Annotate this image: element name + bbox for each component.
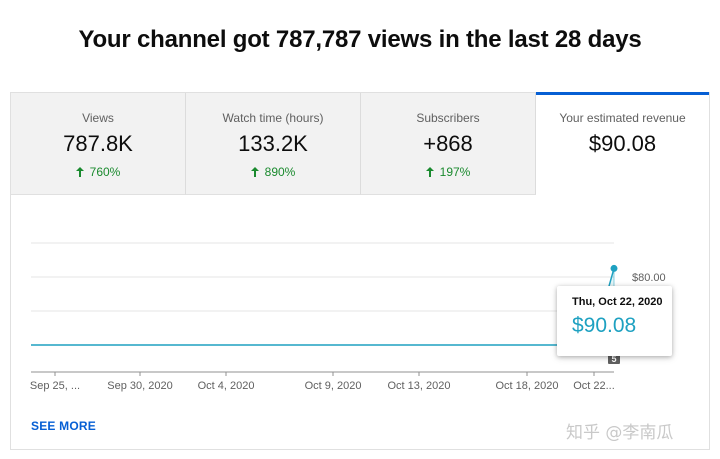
tooltip-value: $90.08 <box>572 314 637 337</box>
series-line <box>31 268 615 346</box>
x-tick-label: Oct 9, 2020 <box>305 380 362 392</box>
tab-label: Subscribers <box>416 111 480 125</box>
arrow-up-icon <box>425 167 434 177</box>
tab-change: 197% <box>425 165 471 179</box>
page-headline: Your channel got 787,787 views in the la… <box>78 26 642 53</box>
tab-change-value: 890% <box>264 165 296 179</box>
see-more-link[interactable]: SEE MORE <box>31 419 96 433</box>
x-tick-label: Sep 30, 2020 <box>107 380 172 392</box>
arrow-up-icon <box>250 167 259 177</box>
tab-value: $90.08 <box>588 131 657 156</box>
tab-label: Watch time (hours) <box>222 111 324 125</box>
tab-estimated-revenue[interactable]: Your estimated revenue $90.08 <box>536 92 709 195</box>
y-tick-label: $80.00 <box>632 272 666 284</box>
chart-tooltip: Thu, Oct 22, 2020 $90.08 <box>557 286 672 356</box>
tab-value: 133.2K <box>238 131 308 156</box>
tab-watch-time[interactable]: Watch time (hours) 133.2K 890% <box>186 93 361 195</box>
tab-value: +868 <box>423 131 473 156</box>
data-point <box>610 264 618 272</box>
tab-change-value: 760% <box>89 165 121 179</box>
analytics-card: Views 787.8K 760% Watch time (hours) 133… <box>10 92 710 450</box>
metric-tabs: Views 787.8K 760% Watch time (hours) 133… <box>11 92 709 195</box>
x-tick-label: Sep 25, ... <box>30 380 80 392</box>
marker-badge-label: 5 <box>611 354 616 364</box>
tab-change: 760% <box>75 165 121 179</box>
tab-label: Your estimated revenue <box>559 111 686 125</box>
x-tick-label: Oct 18, 2020 <box>496 380 559 392</box>
arrow-up-icon <box>75 167 84 177</box>
tab-label: Views <box>82 111 114 125</box>
tooltip-date: Thu, Oct 22, 2020 <box>572 296 663 308</box>
watermark-text: 知乎 @李南瓜 <box>566 423 674 443</box>
tab-subscribers[interactable]: Subscribers +868 197% <box>361 93 536 195</box>
x-tick-label: Oct 22... <box>573 380 615 392</box>
tab-change: 890% <box>250 165 296 179</box>
x-tick-label: Oct 13, 2020 <box>388 380 451 392</box>
x-tick-label: Oct 4, 2020 <box>198 380 255 392</box>
tab-value: 787.8K <box>63 131 133 156</box>
tab-views[interactable]: Views 787.8K 760% <box>11 93 186 195</box>
tab-change-value: 197% <box>439 165 471 179</box>
